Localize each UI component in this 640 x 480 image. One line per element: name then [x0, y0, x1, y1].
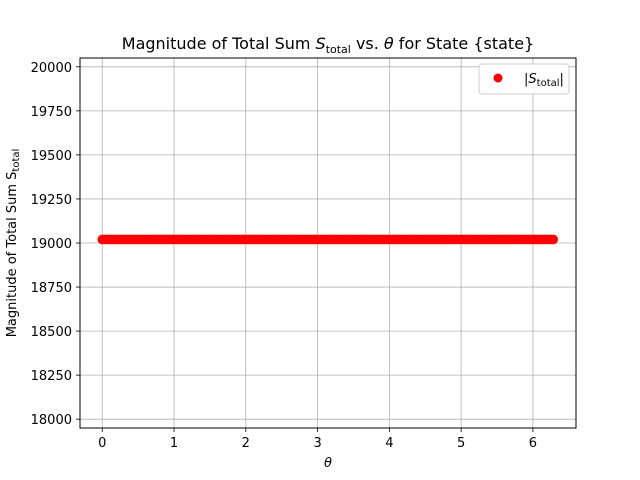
data-point [548, 234, 559, 245]
y-tick-label: 19500 [31, 149, 72, 164]
x-tick-label: 2 [242, 436, 250, 451]
chart-title: Magnitude of Total Sum Stotal vs. θ for … [122, 34, 534, 56]
legend-box [478, 63, 570, 95]
data-points [97, 234, 559, 245]
x-axis-label: θ [324, 456, 332, 471]
y-tick-label: 19250 [31, 193, 72, 208]
y-tick-label: 18250 [31, 369, 72, 384]
y-tick-label: 20000 [31, 61, 72, 76]
y-axis-label: Magnitude of Total Sum Stotal [5, 149, 22, 338]
y-tick-label: 19000 [31, 237, 72, 252]
x-tick-label: 5 [457, 436, 465, 451]
y-tick-label: 19750 [31, 105, 72, 120]
y-tick-label: 18500 [31, 325, 72, 340]
x-tick-label: 0 [98, 436, 106, 451]
legend: |Stotal| [478, 63, 570, 95]
x-tick-label: 3 [313, 436, 321, 451]
x-axis-ticks: 0 1 2 3 4 5 6 [98, 428, 537, 451]
y-axis-ticks: 18000 18250 18500 18750 19000 19250 19500 19750… [31, 61, 80, 428]
x-tick-label: 6 [529, 436, 537, 451]
y-tick-label: 18000 [31, 413, 72, 428]
x-tick-label: 1 [170, 436, 178, 451]
x-tick-label: 4 [385, 436, 393, 451]
legend-label: |Stotal| [524, 72, 564, 89]
legend-marker [493, 73, 503, 83]
y-tick-label: 18750 [31, 281, 72, 296]
